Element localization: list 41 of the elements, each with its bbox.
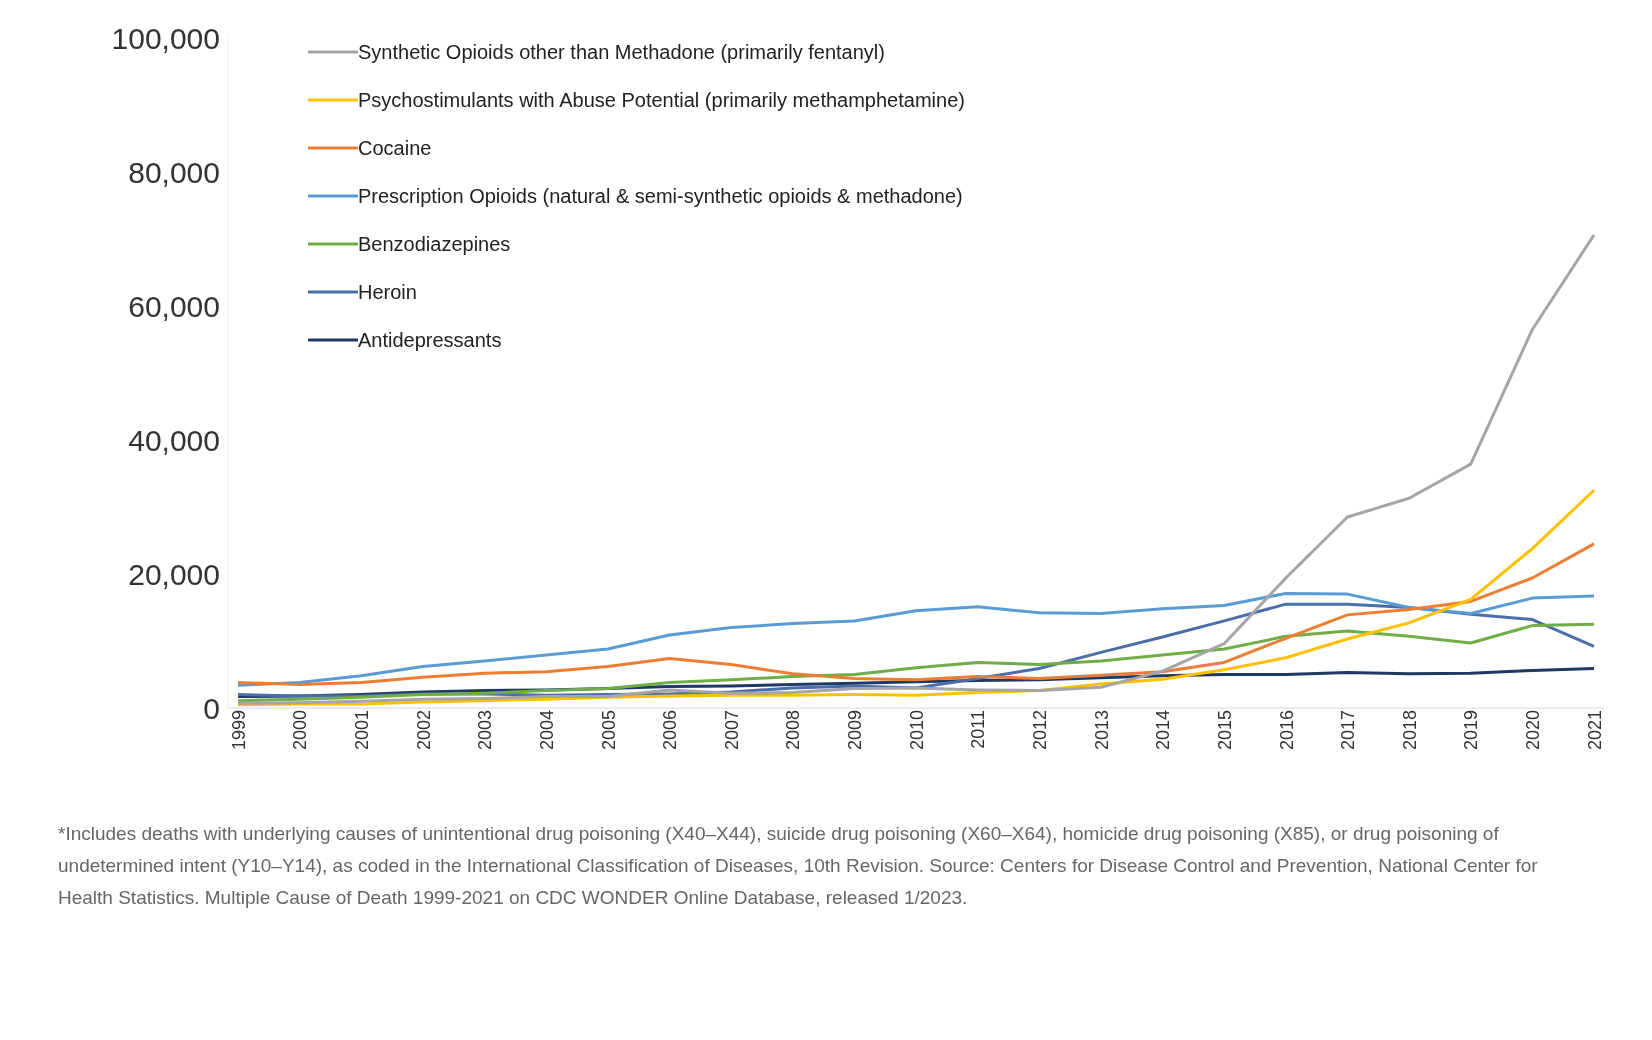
x-tick-label: 2017 — [1338, 710, 1359, 751]
x-tick-label: 2000 — [290, 710, 311, 751]
x-tick-label: 2019 — [1461, 710, 1482, 751]
y-tick-label: 0 — [203, 691, 220, 725]
legend-label: Psychostimulants with Abuse Potential (primarily methamphetamine) — [358, 88, 965, 112]
x-tick-label: 2006 — [660, 710, 681, 751]
x-tick-label: 2021 — [1584, 710, 1605, 751]
legend-label: Benzodiazepines — [358, 232, 511, 256]
y-tick-label: 40,000 — [128, 423, 220, 457]
x-tick-label: 2005 — [598, 710, 619, 751]
x-tick-label: 2002 — [413, 710, 434, 751]
x-tick-label: 2009 — [845, 710, 866, 751]
x-tick-label: 2001 — [352, 710, 373, 751]
legend-label: Antidepressants — [358, 328, 502, 352]
y-tick-label: 100,000 — [111, 21, 220, 55]
x-tick-label: 2014 — [1153, 710, 1174, 751]
x-tick-label: 2010 — [906, 710, 927, 751]
legend-label: Heroin — [358, 280, 417, 304]
x-tick-label: 2020 — [1523, 710, 1544, 751]
legend-label: Prescription Opioids (natural & semi-synthetic opioids & methadone) — [358, 184, 963, 208]
y-tick-label: 20,000 — [128, 557, 220, 591]
x-tick-label: 2007 — [721, 710, 742, 751]
line-series — [236, 542, 1596, 687]
x-tick-label: 2013 — [1091, 710, 1112, 751]
x-tick-label: 2015 — [1214, 710, 1235, 751]
x-tick-label: 2004 — [536, 710, 557, 751]
x-tick-label: 1999 — [228, 710, 249, 751]
x-tick-label: 2012 — [1030, 710, 1051, 751]
x-tick-label: 2008 — [783, 710, 804, 751]
y-tick-label: 60,000 — [128, 289, 220, 323]
x-tick-label: 2018 — [1399, 710, 1420, 751]
y-tick-label: 80,000 — [128, 155, 220, 189]
legend-label: Cocaine — [358, 136, 432, 160]
text: *Includes deaths with underlying causes of unintentional drug poisoning (X40–X44), suicide drug poisoning (X60–X64), homicide drug poisoning (X85), or drug poisoning of undetermined intent (Y10–Y14), as coded in the International Classification of Diseases, 10th Revision. Source: Centers for Disease Control and Prevention, National Center for Health Statistics. Multiple Cause of Death 1999-2021 on CDC WONDER Online Database, released 1/2023. — [58, 822, 1539, 910]
line-series — [236, 233, 1596, 705]
line-series — [236, 591, 1596, 687]
x-tick-label: 2016 — [1276, 710, 1297, 751]
legend-label: Synthetic Opioids other than Methadone (primarily fentanyl) — [358, 40, 885, 64]
x-tick-label: 2011 — [968, 710, 989, 749]
line-series — [236, 622, 1596, 703]
x-tick-label: 2003 — [475, 710, 496, 751]
